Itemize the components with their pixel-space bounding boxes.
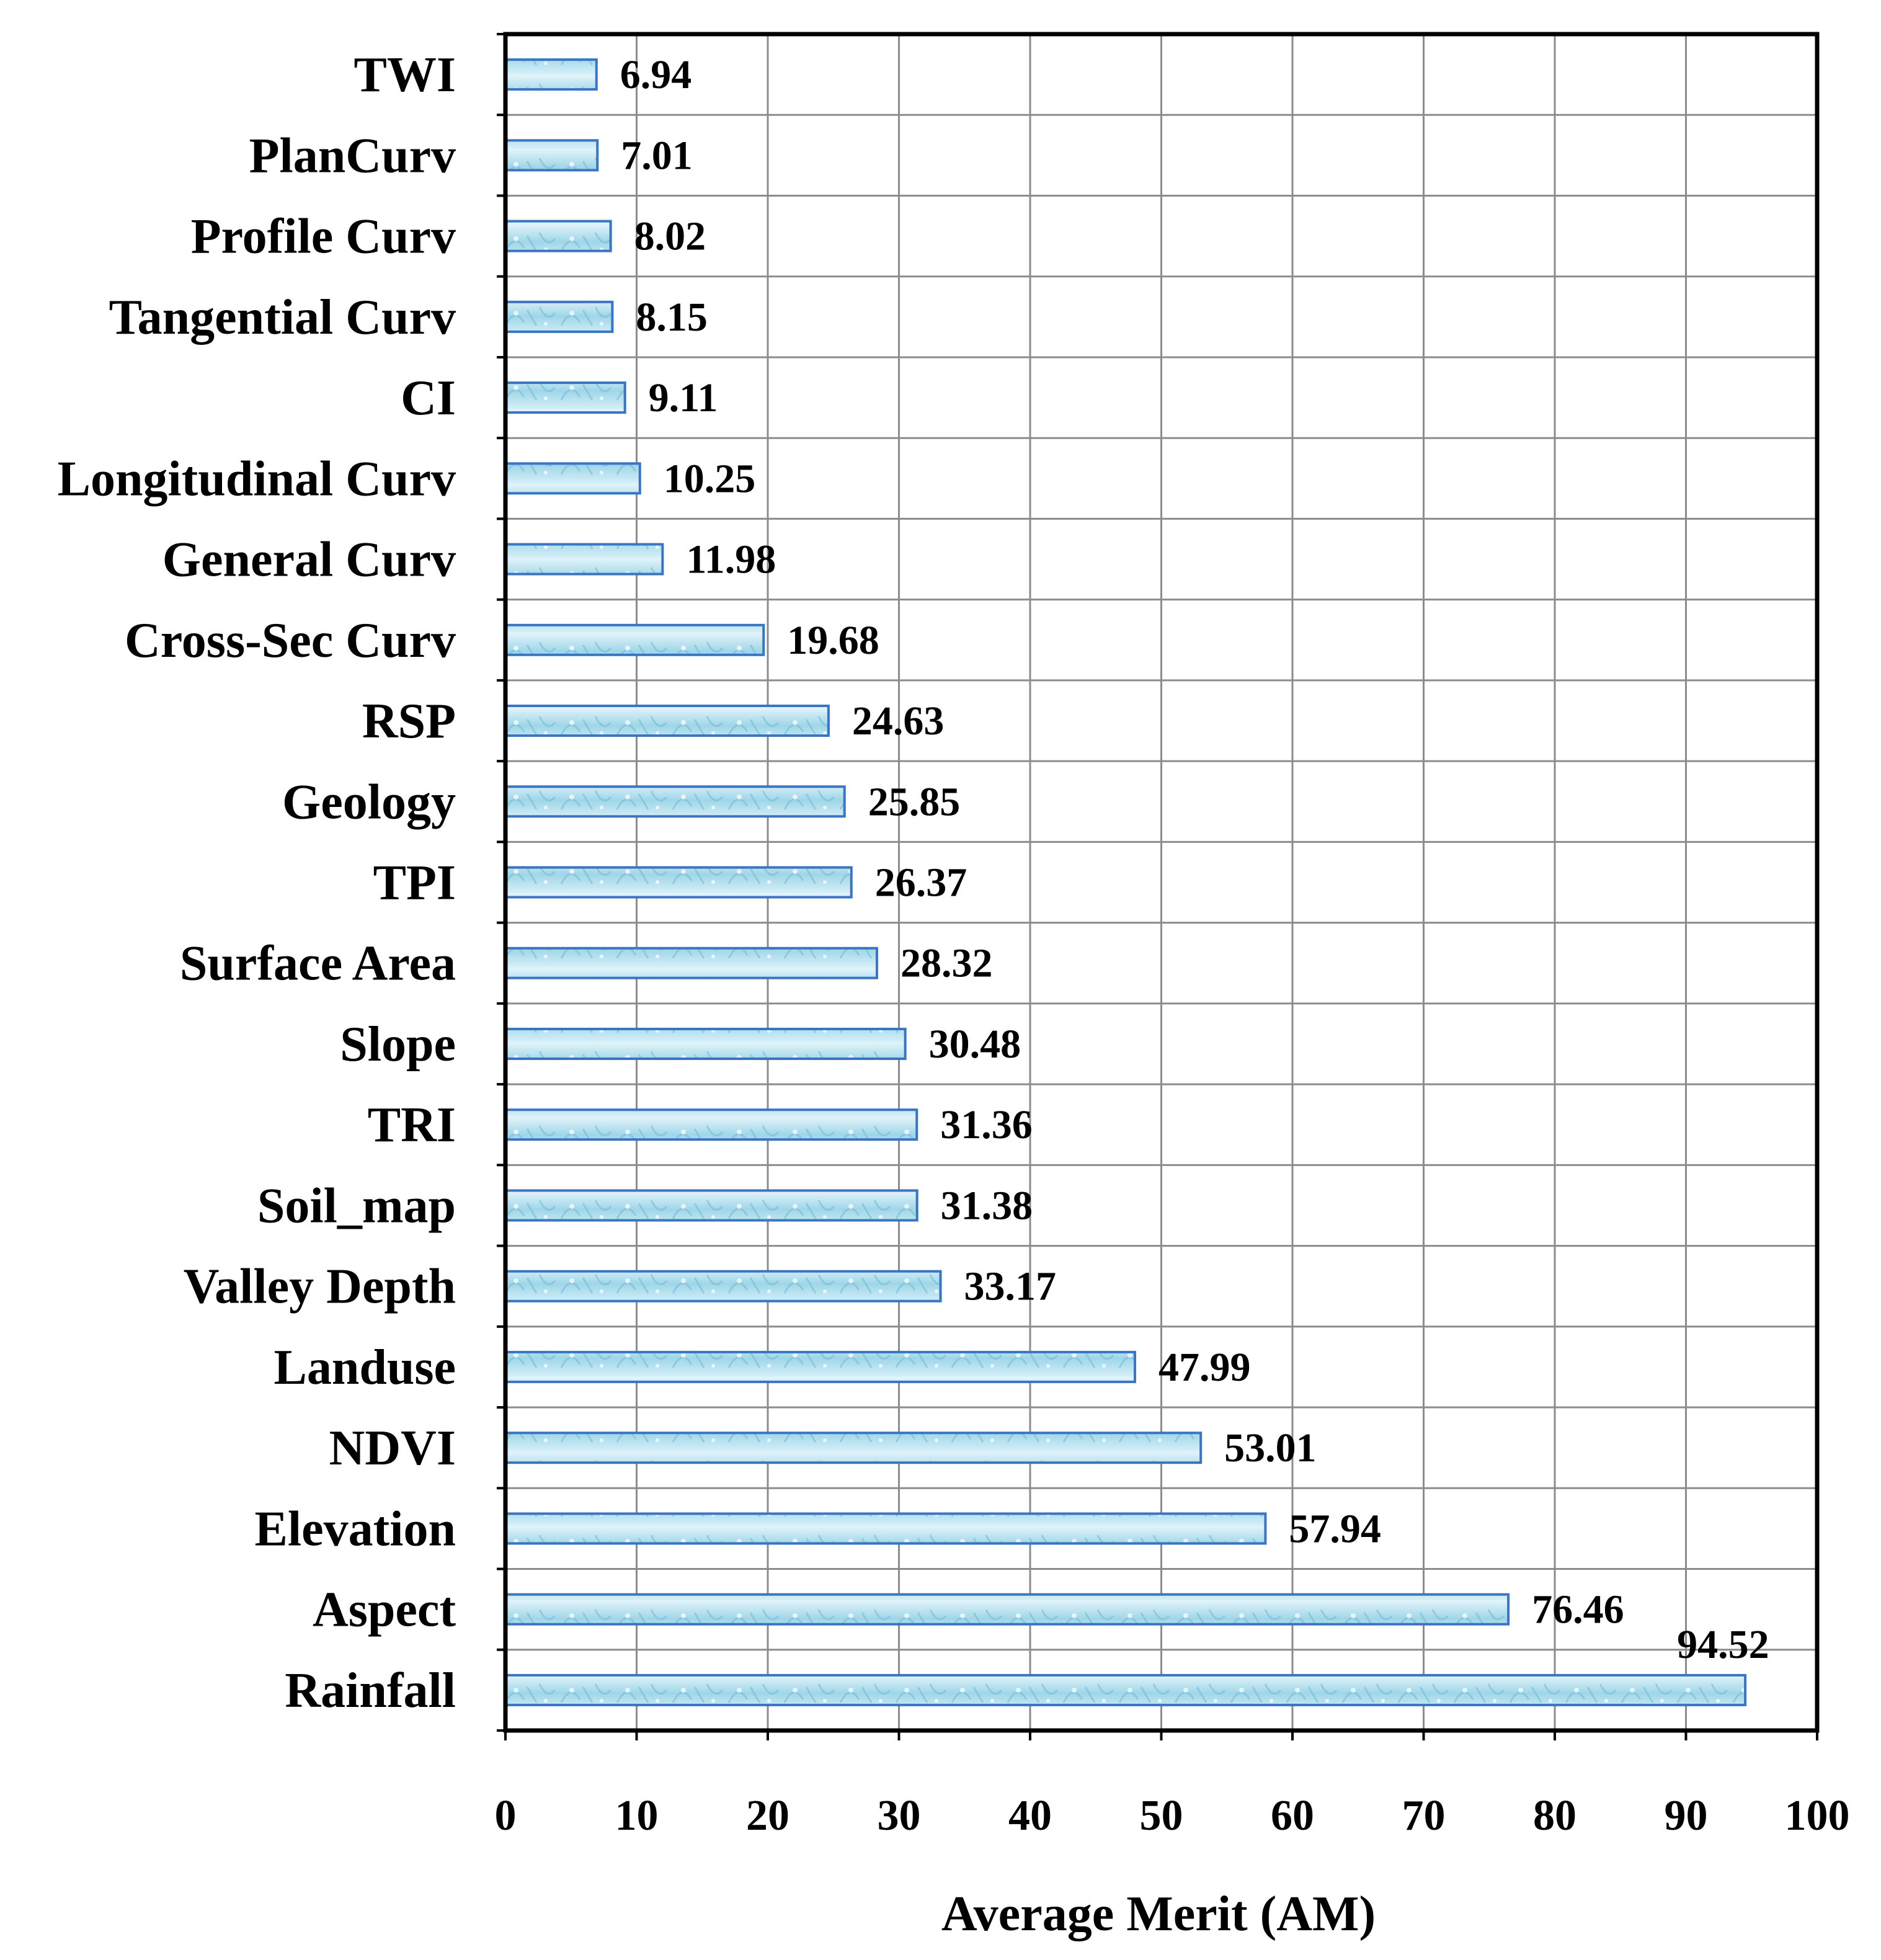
- bar-elevation: [504, 1512, 1267, 1545]
- x-tick-label: 70: [1402, 1792, 1446, 1840]
- plot-border: [503, 32, 1820, 1733]
- category-label: Landuse: [274, 1340, 456, 1395]
- bar-tangential-curv: [504, 300, 614, 333]
- category-label: PlanCurv: [249, 128, 456, 183]
- category-label: RSP: [362, 694, 456, 749]
- value-label: 7.01: [621, 133, 693, 178]
- category-labels: TWI PlanCurv Profile Curv Tangential Curv CI…: [58, 48, 456, 1718]
- bar-cross-sec-curv: [504, 623, 765, 656]
- bar-ndvi: [504, 1432, 1203, 1464]
- x-tick-label: 80: [1533, 1792, 1576, 1840]
- value-label: 31.36: [940, 1102, 1033, 1147]
- value-label: 33.17: [964, 1264, 1057, 1309]
- value-label: 30.48: [929, 1022, 1021, 1067]
- category-label: Geology: [282, 775, 456, 829]
- category-label: Rainfall: [285, 1664, 456, 1718]
- bar-rainfall: [504, 1673, 1747, 1706]
- bar-landuse: [504, 1350, 1136, 1383]
- x-tick-label: 0: [495, 1792, 517, 1840]
- x-axis-title: Average Merit (AM): [941, 1887, 1376, 1941]
- value-label: 76.46: [1532, 1587, 1624, 1633]
- value-label: 57.94: [1289, 1506, 1381, 1551]
- category-label: Cross-Sec Curv: [125, 613, 456, 668]
- category-label: TWI: [354, 48, 456, 102]
- value-label: 31.38: [941, 1183, 1033, 1228]
- x-tick-label: 50: [1140, 1792, 1183, 1840]
- x-tick-label: 90: [1665, 1792, 1708, 1840]
- bar-tri: [504, 1108, 918, 1141]
- x-axis: 0 10 20 30 40 50 60 70 80 90 100: [495, 33, 1850, 1840]
- value-label: 25.85: [868, 779, 961, 824]
- value-label: 10.25: [664, 456, 756, 501]
- bar-twi: [504, 58, 598, 91]
- category-label: Profile Curv: [191, 210, 456, 264]
- value-label: 6.94: [620, 52, 692, 97]
- value-label: 26.37: [875, 860, 967, 906]
- x-tick-label: 20: [746, 1792, 789, 1840]
- category-label: Valley Depth: [184, 1260, 456, 1314]
- x-tick-label: 100: [1785, 1792, 1850, 1840]
- bar-rsp: [504, 705, 830, 737]
- bar-slope: [504, 1027, 907, 1060]
- value-label: 94.52: [1677, 1622, 1769, 1667]
- category-label: CI: [401, 371, 456, 425]
- category-label: Longitudinal Curv: [58, 452, 456, 506]
- x-tick-label: 60: [1271, 1792, 1314, 1840]
- bar-soil-map: [504, 1189, 918, 1222]
- bar-general-curv: [504, 543, 664, 576]
- bars: [504, 58, 1747, 1706]
- category-label: General Curv: [162, 533, 456, 587]
- category-label: TPI: [373, 856, 456, 911]
- gridlines: [505, 34, 1817, 1731]
- category-label: Surface Area: [180, 937, 456, 991]
- bar-aspect: [504, 1593, 1510, 1626]
- x-tick-label: 40: [1008, 1792, 1052, 1840]
- category-label: Slope: [340, 1017, 456, 1072]
- value-label: 19.68: [787, 618, 879, 663]
- category-label: Elevation: [255, 1502, 456, 1556]
- bar-ci: [504, 381, 626, 414]
- bar-tpi: [504, 866, 853, 899]
- bar-plancurv: [504, 139, 599, 172]
- category-label: Aspect: [313, 1583, 456, 1637]
- category-label: Soil_map: [257, 1178, 456, 1233]
- category-label: Tangential Curv: [109, 290, 456, 345]
- bar-profile-curv: [504, 220, 612, 252]
- value-label: 28.32: [900, 941, 993, 986]
- value-label: 8.15: [636, 295, 708, 340]
- bar-surface-area: [504, 947, 878, 979]
- value-label: 47.99: [1158, 1345, 1251, 1390]
- category-label: TRI: [368, 1098, 456, 1152]
- bar-valley-depth: [504, 1270, 942, 1303]
- bar-longitudinal-curv: [504, 462, 641, 495]
- value-label: 11.98: [686, 537, 776, 582]
- x-tick-label: 30: [878, 1792, 921, 1840]
- value-label: 8.02: [634, 214, 706, 259]
- value-label: 53.01: [1224, 1425, 1317, 1471]
- value-label: 9.11: [649, 375, 718, 421]
- category-label: NDVI: [329, 1421, 456, 1476]
- bar-geology: [504, 785, 846, 818]
- x-tick-label: 10: [615, 1792, 659, 1840]
- value-label: 24.63: [852, 698, 945, 744]
